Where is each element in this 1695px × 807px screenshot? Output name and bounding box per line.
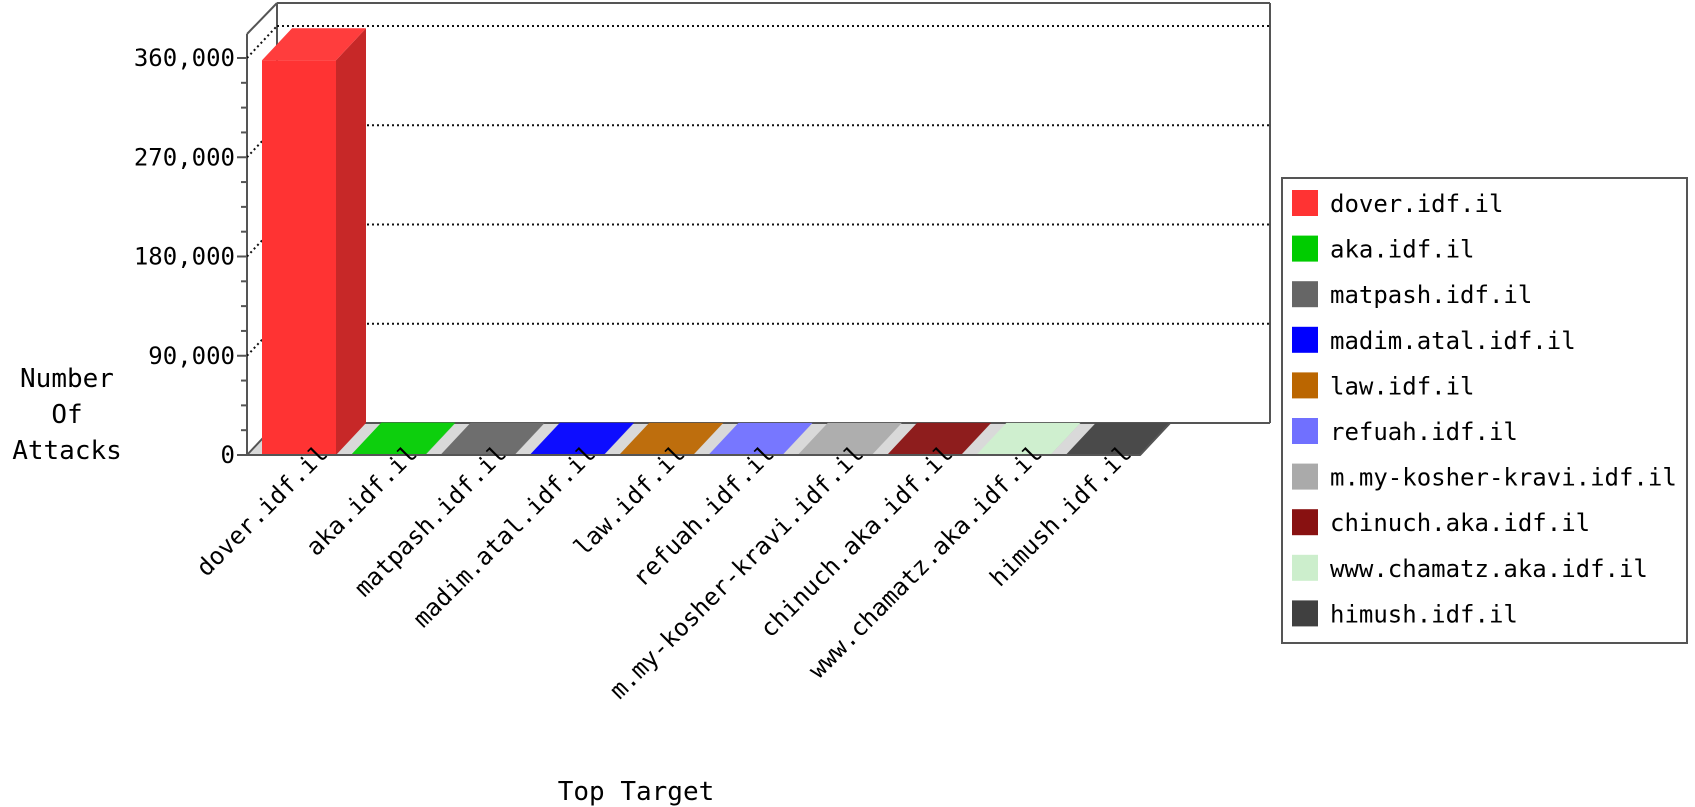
- x-axis-label: Top Target: [558, 777, 715, 807]
- legend-entry: matpash.idf.il: [1292, 281, 1532, 309]
- legend-label: m.my-kosher-kravi.idf.il: [1330, 464, 1677, 492]
- bar-top: [262, 28, 366, 61]
- y-axis: 0 90,000 180,000 270,000 360,000: [134, 44, 247, 469]
- legend-label: refuah.idf.il: [1330, 418, 1518, 446]
- bar-side: [871, 422, 902, 455]
- y-axis-label-line: Number: [20, 364, 114, 394]
- bar-side: [425, 422, 456, 455]
- bar-side: [693, 422, 724, 455]
- legend-label: madim.atal.idf.il: [1330, 327, 1576, 355]
- legend-entry: chinuch.aka.idf.il: [1292, 509, 1590, 537]
- x-tick-label: madim.atal.idf.il: [408, 439, 601, 632]
- legend-entry: himush.idf.il: [1292, 600, 1518, 628]
- bar-top: [619, 422, 724, 455]
- y-axis-label: Number Of Attacks: [12, 364, 122, 466]
- y-axis-label-line: Of: [51, 400, 82, 430]
- bar-side: [961, 422, 992, 455]
- bar: [262, 28, 366, 455]
- legend-label: chinuch.aka.idf.il: [1330, 509, 1590, 537]
- legend-swatch: [1292, 281, 1318, 308]
- legend-swatch: [1292, 372, 1318, 399]
- legend-entry: madim.atal.idf.il: [1292, 326, 1576, 355]
- legend-label: aka.idf.il: [1330, 236, 1475, 264]
- legend-swatch: [1292, 326, 1318, 353]
- legend-swatch: [1292, 463, 1318, 490]
- y-tick-label: 360,000: [134, 44, 235, 72]
- plot-background: [244, 2, 1271, 456]
- legend-entry: dover.idf.il: [1292, 190, 1503, 218]
- bar-top: [440, 422, 545, 455]
- bar-top: [976, 422, 1081, 455]
- bar-top: [529, 422, 634, 455]
- gridlines: [246, 25, 1270, 357]
- y-tick-label: 270,000: [134, 143, 235, 171]
- legend-label: dover.idf.il: [1330, 190, 1503, 218]
- bar-side: [603, 422, 634, 455]
- legend-swatch: [1292, 600, 1318, 627]
- bar-top: [887, 422, 992, 455]
- legend-swatch: [1292, 190, 1318, 216]
- y-tick-label: 90,000: [148, 342, 235, 370]
- legend-swatch: [1292, 509, 1318, 536]
- legend-swatch: [1292, 418, 1318, 444]
- bar-side: [1050, 422, 1081, 455]
- legend-swatch: [1292, 235, 1318, 262]
- legend-entry: www.chamatz.aka.idf.il: [1292, 554, 1648, 583]
- legend-entry: aka.idf.il: [1292, 235, 1475, 264]
- x-tick-labels: dover.idf.ilaka.idf.ilmatpash.idf.ilmadi…: [191, 439, 1137, 704]
- legend-swatch: [1292, 554, 1318, 581]
- legend-label: himush.idf.il: [1330, 600, 1518, 628]
- x-tick-label: matpash.idf.il: [349, 439, 512, 602]
- bar-top: [708, 422, 813, 455]
- legend-box: [1281, 177, 1688, 644]
- bar-top: [351, 422, 456, 455]
- y-tick-label: 0: [221, 441, 235, 469]
- legend-entry: refuah.idf.il: [1292, 418, 1518, 446]
- bar-front: [262, 60, 336, 455]
- bar-top: [797, 422, 902, 455]
- legend-label: matpash.idf.il: [1330, 281, 1532, 309]
- legend-entry: m.my-kosher-kravi.idf.il: [1292, 463, 1677, 492]
- legend-label: law.idf.il: [1330, 372, 1475, 400]
- bar-top: [1065, 422, 1170, 455]
- bars: [247, 28, 1171, 456]
- legend-label: www.chamatz.aka.idf.il: [1330, 555, 1648, 583]
- bar-side: [782, 422, 813, 455]
- gridline-diagonal: [246, 25, 278, 59]
- bar-side: [514, 422, 545, 455]
- y-tick-label: 180,000: [134, 243, 235, 271]
- legend-entry: law.idf.il: [1292, 372, 1475, 400]
- bar-side: [336, 28, 366, 455]
- y-axis-label-line: Attacks: [12, 436, 122, 466]
- legend: dover.idf.il aka.idf.il matpash.idf.il madi…: [1281, 177, 1688, 644]
- x-tick-label: dover.idf.il: [191, 439, 333, 581]
